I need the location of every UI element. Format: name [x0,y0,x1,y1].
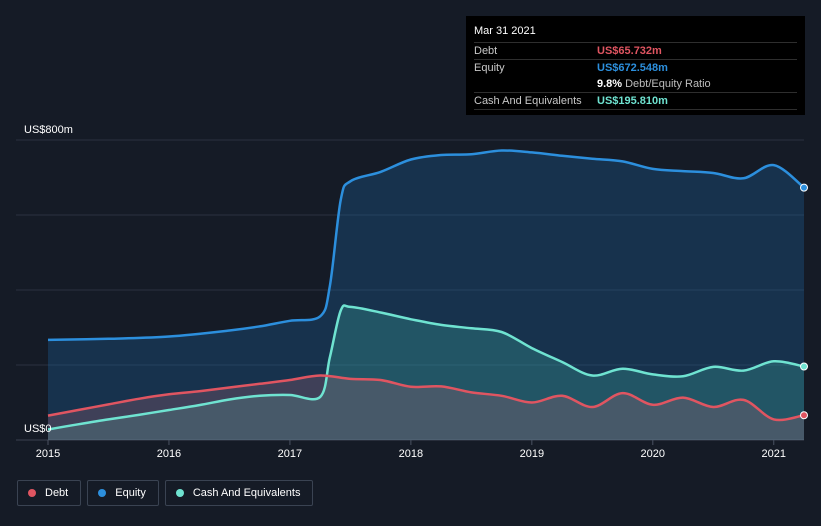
y-axis-bottom-label: US$0 [24,423,52,435]
tooltip-equity-label: Equity [474,62,505,74]
equity-endpoint [800,183,808,192]
tooltip-cash-value: US$195.810m [597,95,668,107]
series-areas [48,150,804,440]
grid-lines [16,139,804,441]
debt-dot-icon [28,489,36,497]
tooltip-ratio-value: 9.8% [597,78,623,90]
x-tick-label: 2018 [399,448,423,460]
x-tick-label: 2020 [641,448,665,460]
debt-area [48,375,804,440]
tooltip-ratio-label: Debt/Equity Ratio [625,78,711,90]
debt-line [47,374,805,422]
tooltip-debt-value: US$65.732m [597,45,662,57]
tooltip-row-cash: Cash And Equivalents US$195.810m [474,92,797,110]
series-lines [47,149,805,431]
tooltip-row-equity: Equity US$672.548m [474,59,797,76]
equity-line [47,149,805,342]
cash-area [48,305,804,440]
legend-item-cash[interactable]: Cash And Equivalents [164,480,314,506]
equity-dot-icon [98,489,107,497]
x-tick-label: 2019 [520,448,544,460]
legend-item-equity[interactable]: Equity [87,480,159,506]
legend-item-debt[interactable]: Debt [17,480,82,506]
x-tick-label: 2015 [36,448,60,460]
x-tick-label: 2021 [762,448,786,460]
tooltip-row-debt: Debt US$65.732m [474,42,797,59]
cash-line [47,304,805,431]
y-axis-top-label: US$800m [24,124,73,136]
equity-area [48,150,804,440]
chart-legend: Debt Equity Cash And Equivalents [17,480,314,506]
x-tick-label: 2017 [278,448,302,460]
tooltip-row-ratio: 9.8% Debt/Equity Ratio [474,76,797,92]
legend-equity-label: Equity [115,487,146,499]
tooltip-cash-label: Cash And Equivalents [474,95,582,107]
x-tick-label: 2016 [157,448,181,460]
x-axis-ticks: 2015 2016 2017 2018 2019 2020 2021 [36,440,786,460]
legend-debt-label: Debt [45,487,69,499]
tooltip-equity-value: US$672.548m [597,62,668,74]
data-tooltip: Mar 31 2021 Debt US$65.732m Equity US$67… [466,16,805,115]
series-endpoints [800,183,808,420]
debt-endpoint [800,411,808,420]
tooltip-debt-label: Debt [474,45,498,57]
cash-dot-icon [175,489,184,497]
legend-cash-label: Cash And Equivalents [192,487,301,499]
tooltip-date: Mar 31 2021 [474,25,536,37]
cash-endpoint [800,362,808,371]
